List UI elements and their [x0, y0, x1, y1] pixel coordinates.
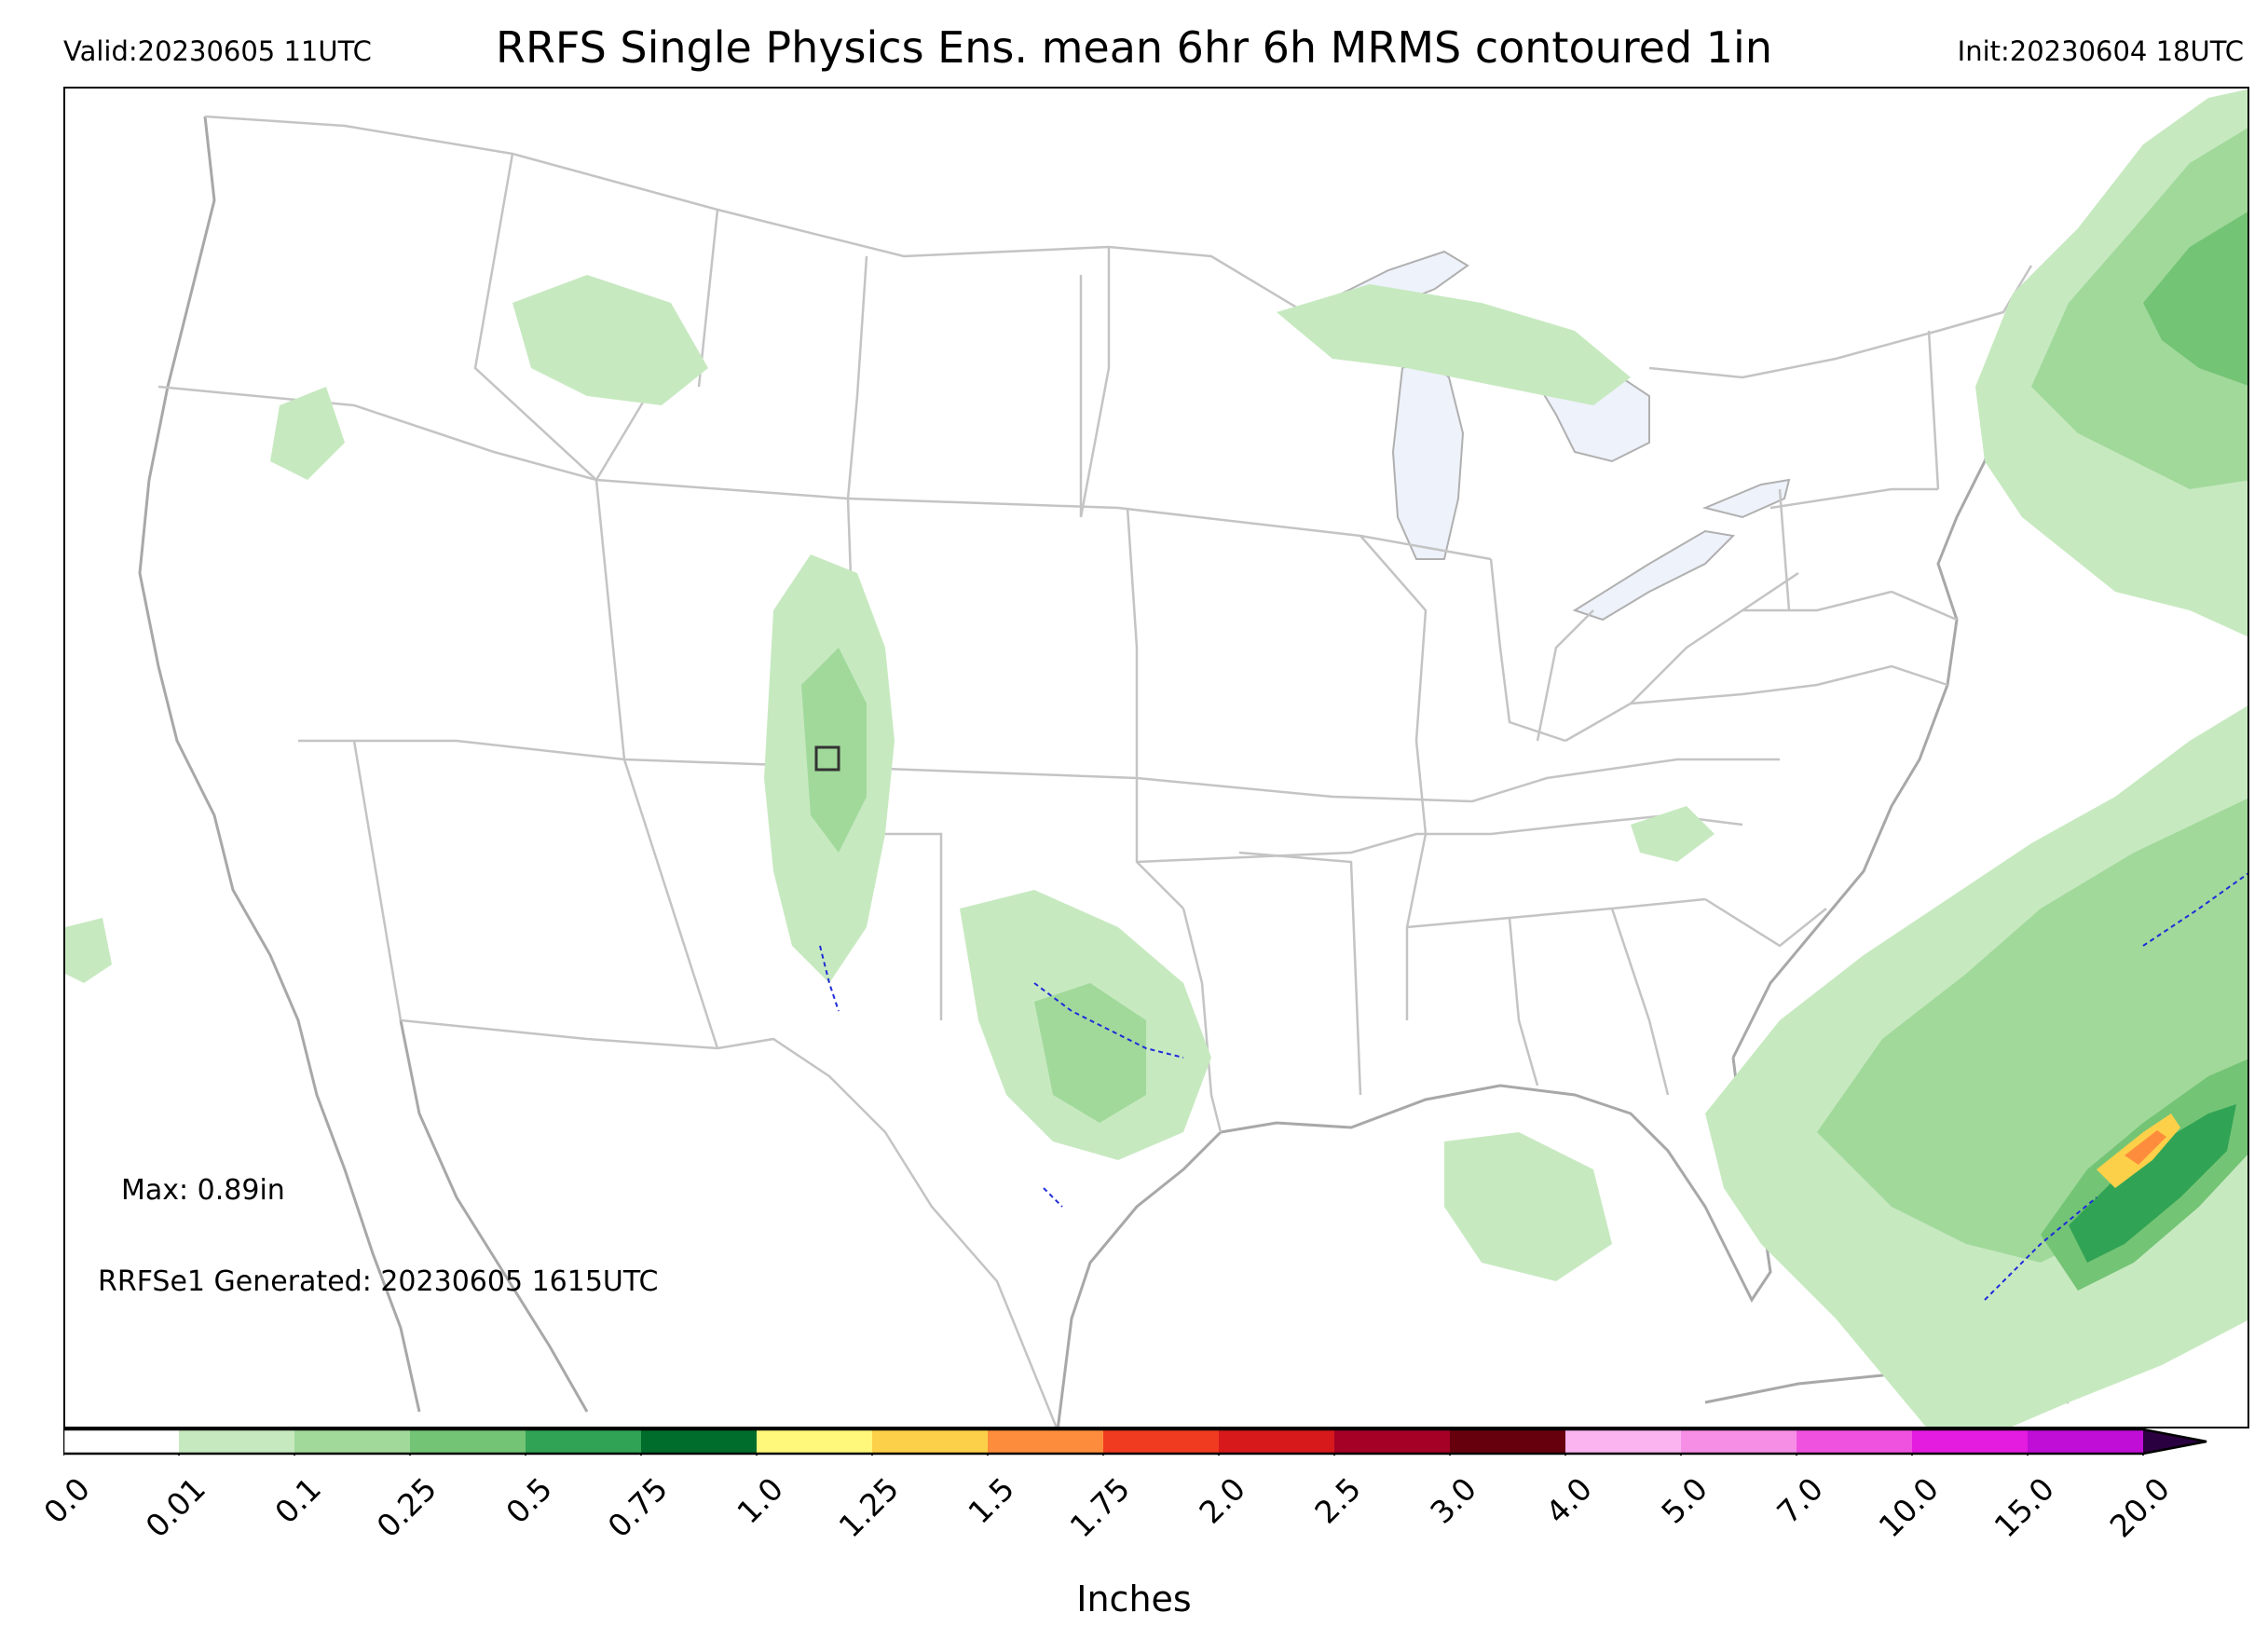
max-value-label: Max: 0.89in — [121, 1174, 285, 1207]
colorbar-tick-label: 1.0 — [730, 1470, 791, 1531]
colorbar-bin-16 — [1912, 1429, 2028, 1454]
colorbar-bin-8 — [988, 1429, 1103, 1454]
colorbar-bin-4 — [526, 1429, 641, 1454]
max-location-box — [814, 745, 840, 772]
precip-montana — [512, 275, 708, 405]
colorbar-bin-15 — [1797, 1429, 1912, 1454]
colorbar-bin-0 — [63, 1429, 179, 1454]
colorbar-bin-5 — [641, 1429, 757, 1454]
precip-shading — [65, 89, 2248, 1427]
generated-label: RRFSe1 Generated: 20230605 1615UTC — [98, 1265, 659, 1298]
colorbar-tick-label: 2.5 — [1307, 1470, 1369, 1531]
colorbar-bin-10 — [1219, 1429, 1334, 1454]
colorbar-tick-label: 3.0 — [1423, 1470, 1484, 1531]
mexico-border — [400, 1018, 1058, 1427]
precip-map — [65, 89, 2248, 1427]
colorbar-bin-14 — [1681, 1429, 1797, 1454]
pacific-coast — [138, 116, 421, 1413]
colorbar-tick-label: 0.25 — [369, 1470, 444, 1545]
colorbar-bin-1 — [179, 1429, 294, 1454]
colorbar-title: Inches — [1076, 1578, 1192, 1620]
colorbar-bin-2 — [294, 1429, 410, 1454]
colorbar-bin-9 — [1103, 1429, 1219, 1454]
colorbar-tick-label: 4.0 — [1538, 1470, 1600, 1531]
precip-michigan — [1277, 284, 1631, 405]
lake-michigan — [1391, 357, 1465, 560]
colorbar-tick-label: 0.75 — [600, 1470, 676, 1545]
colorbar-tick-label: 7.0 — [1769, 1470, 1831, 1531]
colorbar-tick-label: 15.0 — [1987, 1470, 2062, 1545]
init-time-label: Init:20230604 18UTC — [1957, 35, 2244, 67]
colorbar-tick-label: 0.0 — [36, 1470, 98, 1531]
colorbar-bin-6 — [757, 1429, 872, 1454]
colorbar-tick-label: 5.0 — [1654, 1470, 1715, 1531]
precip-gulf — [1444, 1132, 1612, 1281]
precip-georgia — [1631, 806, 1715, 862]
colorbar-tick-label: 1.5 — [961, 1470, 1022, 1531]
colorbar-tick-label: 0.01 — [138, 1470, 213, 1545]
lake-ontario — [1701, 478, 1791, 519]
precip-oregon — [270, 387, 345, 480]
baja-coast — [399, 1019, 589, 1413]
colorbar-tick-label: 2.0 — [1192, 1470, 1253, 1531]
state-borders — [157, 115, 2033, 1427]
colorbar-tick-label: 20.0 — [2102, 1470, 2178, 1545]
colorbar-bin-13 — [1565, 1429, 1681, 1454]
colorbar-bin-3 — [410, 1429, 526, 1454]
colorbar-bin-12 — [1450, 1429, 1565, 1454]
colorbar — [63, 1428, 2207, 1456]
lake-erie — [1572, 529, 1736, 622]
colorbar-extend-triangle — [2143, 1429, 2207, 1454]
colorbar-tick-label: 0.1 — [267, 1470, 329, 1531]
map-panel — [63, 87, 2249, 1428]
canada-border-east — [1648, 265, 2033, 379]
colorbar-tick-label: 1.25 — [831, 1470, 907, 1545]
colorbar-outline — [63, 1428, 2207, 1456]
colorbar-bin-17 — [2028, 1429, 2143, 1454]
colorbar-tick-label: 1.75 — [1062, 1470, 1138, 1545]
gulf-coast — [1056, 1130, 1223, 1427]
precip-pacific — [65, 918, 112, 983]
colorbar-tick-label: 0.5 — [499, 1470, 560, 1531]
colorbar-tick-label: 10.0 — [1871, 1470, 1947, 1545]
mrms-contours — [819, 872, 2248, 1301]
valid-time-label: Valid:20230605 11UTC — [63, 35, 372, 67]
colorbar-bin-7 — [872, 1429, 988, 1454]
colorbar-bin-11 — [1334, 1429, 1450, 1454]
map-title: RRFS Single Physics Ens. mean 6hr 6h MRM… — [496, 22, 1772, 73]
canada-border — [204, 115, 1305, 314]
